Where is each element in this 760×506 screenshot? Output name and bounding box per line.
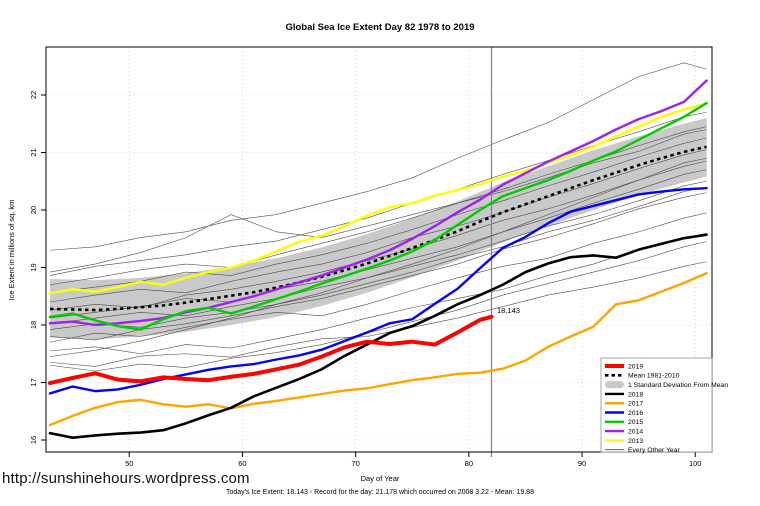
- x-tick-label: 80: [465, 459, 473, 468]
- legend-label: 2019: [628, 363, 643, 370]
- every-other-year-line: [49, 129, 707, 273]
- every-other-year-line: [49, 62, 707, 251]
- series-line-2018: [48, 233, 708, 440]
- every-other-year-line: [49, 192, 707, 341]
- x-tick-label: 100: [689, 459, 702, 468]
- series-line-2013: [48, 102, 708, 295]
- x-axis-label: Day of Year: [361, 474, 400, 483]
- axis-ticks: 16 17 18 19 20 21 22 50 60 70 80 90 100: [29, 91, 701, 468]
- y-tick-label: 21: [29, 148, 38, 156]
- y-tick-label: 17: [29, 378, 38, 386]
- legend-swatch-band: [605, 381, 624, 389]
- y-tick-label: 22: [29, 91, 38, 99]
- every-other-year-line: [49, 111, 707, 276]
- y-tick-label: 18: [29, 321, 38, 329]
- legend-label: 2016: [628, 410, 643, 417]
- every-other-year-line: [49, 212, 707, 343]
- legend-label: Mean 1981-2010: [628, 373, 680, 380]
- every-other-year-line: [49, 241, 707, 372]
- legend: 2019 Mean 1981-2010 1 Standard Deviation F…: [600, 357, 728, 454]
- y-tick-label: 16: [29, 436, 38, 444]
- every-other-year-lines: [49, 62, 707, 372]
- every-other-year-line: [49, 180, 707, 325]
- footer-caption: Today's Ice Extent: 18.143 - Record for …: [226, 489, 534, 496]
- series-line-2014: [48, 79, 708, 327]
- chart-title: Global Sea Ice Extent Day 82 1978 to 201…: [285, 22, 474, 33]
- every-other-year-line: [49, 149, 707, 303]
- y-tick-label: 19: [29, 263, 38, 271]
- x-tick-label: 70: [351, 459, 359, 468]
- legend-label: 1 Standard Deviation From Mean: [628, 382, 728, 389]
- legend-box: [600, 357, 713, 453]
- every-other-year-line: [49, 186, 707, 330]
- legend-label: 2013: [628, 438, 643, 445]
- year-series-lines: [48, 79, 708, 440]
- std-dev-band-area: [50, 118, 707, 340]
- legend-label: 2015: [628, 419, 643, 426]
- series-line-2017: [48, 272, 708, 427]
- legend-label: Every Other Year: [628, 447, 680, 454]
- series-line-2015: [48, 101, 708, 331]
- every-other-year-line: [49, 157, 707, 357]
- site-url: http://sunshinehours.wordpress.com: [2, 470, 250, 487]
- x-tick-label: 90: [578, 459, 586, 468]
- legend-label: 2018: [628, 391, 643, 398]
- legend-label: 2017: [628, 401, 643, 408]
- std-dev-band: [50, 118, 707, 340]
- legend-label: 2014: [628, 429, 643, 436]
- y-tick-label: 20: [29, 206, 38, 214]
- plot-border: [45, 46, 713, 453]
- series-line-2019: [48, 314, 494, 386]
- y-axis-label: Ice Extent in millions of sq. km: [7, 200, 16, 301]
- every-other-year-line: [49, 126, 707, 286]
- mean-line: [49, 145, 707, 312]
- today-value-annotation: 18.143: [497, 306, 520, 315]
- x-tick-label: 60: [238, 459, 246, 468]
- every-other-year-line: [49, 169, 707, 319]
- x-tick-label: 50: [125, 459, 133, 468]
- mean-1981-2010-line: [49, 145, 707, 312]
- every-other-year-line: [49, 137, 707, 294]
